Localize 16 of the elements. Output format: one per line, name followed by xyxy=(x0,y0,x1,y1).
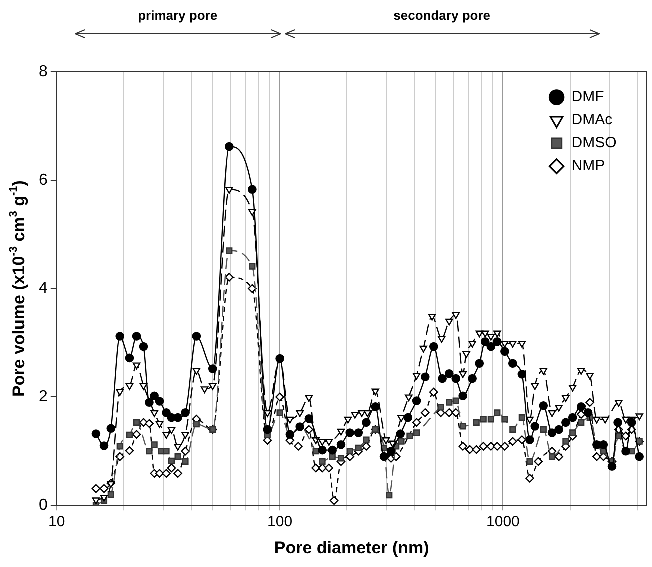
y-tick-label: 4 xyxy=(38,280,48,298)
x-axis-title: Pore diameter (nm) xyxy=(274,538,430,558)
legend-label: NMP xyxy=(572,158,606,175)
text: primary pore xyxy=(137,8,219,23)
legend-label: DMSO xyxy=(572,134,617,152)
x-tick-label: 1000 xyxy=(486,514,520,531)
y-tick-label: 6 xyxy=(38,172,48,189)
y-tick-label: 8 xyxy=(38,63,48,80)
y-axis-title: Pore volume (x10-3 cm3 g-1) xyxy=(8,180,29,398)
text: secondary pore xyxy=(392,8,492,23)
x-tick-label: 100 xyxy=(268,514,293,531)
legend-label: DMF xyxy=(572,88,604,106)
legend-label: DMAc xyxy=(572,112,614,129)
y-tick-label: 2 xyxy=(38,388,48,406)
y-tick-label: 0 xyxy=(38,497,48,514)
x-tick-label: 10 xyxy=(48,514,66,531)
